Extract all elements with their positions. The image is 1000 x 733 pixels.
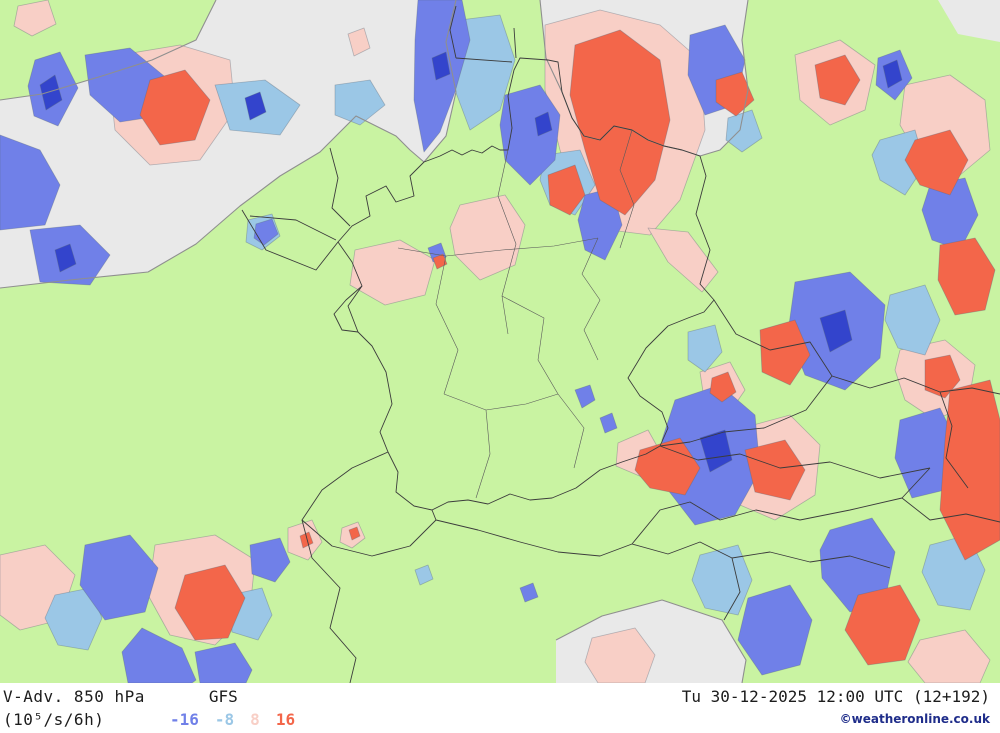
italy-france-borders: [301, 519, 357, 683]
national-border-layer: [241, 5, 1000, 683]
footer-left: V-Adv. 850 hPa GFS (10⁵/s/6h): [3, 685, 238, 731]
continent-land: [0, 0, 1000, 683]
germany-border: [337, 57, 715, 511]
advection-extreme-negative-layer: [39, 51, 903, 473]
color-legend: -16 -8 8 16: [170, 708, 311, 731]
footer-bar: V-Adv. 850 hPa GFS (10⁵/s/6h) -16 -8 8 16 Tu…: [0, 683, 1000, 733]
legend-value-pos8: 8: [250, 710, 260, 729]
adriatic-coastline: [555, 599, 747, 683]
map-svg: [0, 0, 1000, 683]
units-label: (10⁵/s/6h): [3, 710, 105, 729]
czechia-border: [659, 299, 833, 447]
legend-value-pos16: 16: [275, 710, 296, 729]
denmark-borders: [449, 5, 517, 63]
switzerland-border: [301, 451, 437, 557]
weather-map: [0, 0, 1000, 683]
legend-value-neg16: -16: [170, 710, 199, 729]
channel-coastline: [0, 115, 425, 289]
valid-datetime: Tu 30-12-2025 12:00 UTC (12+192): [681, 687, 990, 706]
topright-sea: [938, 0, 1000, 42]
north-sea-coastline: [423, 0, 457, 163]
legend-value-neg8: -8: [214, 710, 235, 729]
state-border-layer: [397, 129, 635, 499]
balkan-borders: [631, 541, 891, 621]
benelux-borders: [241, 147, 363, 333]
eastern-borders: [831, 375, 1000, 523]
footer-right: Tu 30-12-2025 12:00 UTC (12+192) ©weathe…: [682, 685, 990, 731]
advection-positive-weak-layer: [0, 0, 991, 683]
copyright-link[interactable]: ©weatheronline.co.uk: [839, 712, 990, 726]
map-title: V-Adv. 850 hPa: [3, 687, 145, 706]
advection-positive-strong-layer: [139, 29, 1000, 666]
england-coastline: [0, 0, 217, 101]
model-label: GFS: [208, 687, 238, 706]
